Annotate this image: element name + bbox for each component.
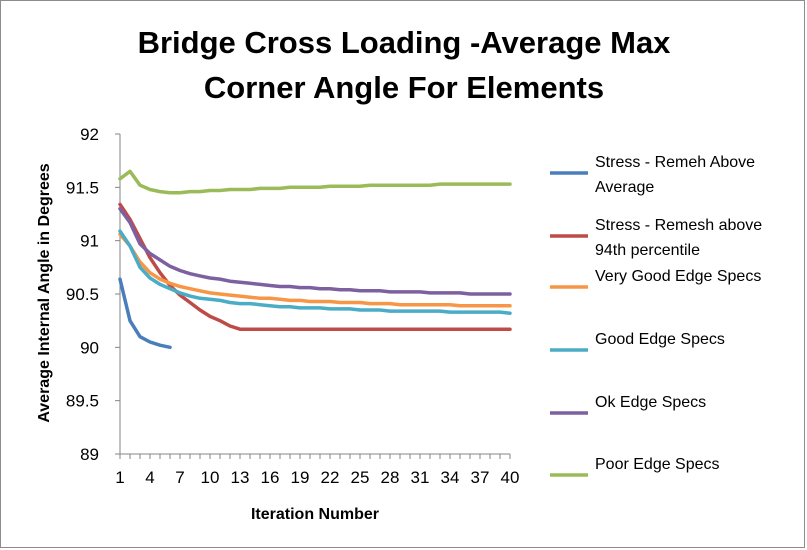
series-line-1	[118, 277, 172, 350]
x-tick-label: 19	[291, 468, 310, 487]
y-tick-label: 92	[80, 125, 99, 144]
x-tick-label: 10	[201, 468, 220, 487]
legend-label-1: Stress - Remeh Above	[595, 154, 755, 171]
x-tick-label: 40	[501, 468, 520, 487]
legend-label-4: Good Edge Specs	[595, 331, 725, 348]
y-tick-label: 91.5	[66, 178, 99, 197]
series-line-5	[118, 206, 512, 296]
y-tick-label: 90.5	[66, 285, 99, 304]
x-tick-label: 4	[145, 468, 154, 487]
series-line-6	[118, 169, 512, 195]
x-tick-label: 7	[175, 468, 184, 487]
chart-title: Bridge Cross Loading -Average Max Corner …	[138, 25, 672, 105]
x-axis: 1 4 7 10 13 16 19 22 25 28 31 34 37 40	[115, 453, 520, 487]
chart-title-line: Corner Angle For Elements	[204, 70, 604, 105]
chart-title-line: Bridge Cross Loading -Average Max	[138, 25, 672, 60]
x-tick-label: 37	[471, 468, 490, 487]
legend-label-2: 94th percentile	[595, 242, 700, 259]
legend-label-2: Stress - Remesh above	[595, 217, 762, 234]
x-tick-label: 28	[381, 468, 400, 487]
legend-label-3: Very Good Edge Specs	[595, 268, 761, 285]
x-tick-label: 16	[261, 468, 280, 487]
legend-label-6: Poor Edge Specs	[595, 456, 720, 473]
y-tick-label: 89.5	[66, 392, 99, 411]
series-line-3	[118, 232, 512, 308]
x-tick-label: 34	[441, 468, 460, 487]
x-axis-title: Iteration Number	[251, 506, 379, 523]
y-tick-label: 91	[80, 232, 99, 251]
series-line-2	[118, 202, 512, 331]
series-line-4	[118, 229, 512, 315]
x-tick-label: 13	[231, 468, 250, 487]
series-lines	[118, 169, 512, 350]
legend-label-1: Average	[595, 179, 654, 196]
x-tick-label: 25	[351, 468, 370, 487]
legend-label-5: Ok Edge Specs	[595, 394, 706, 411]
legend: Stress - Remeh Above Average Stress - Reme…	[550, 154, 762, 477]
x-tick-label: 1	[115, 468, 124, 487]
y-axis: 89 89.5 90 90.5 91 91.5 92	[66, 125, 121, 464]
x-tick-label: 22	[321, 468, 340, 487]
y-axis-title: Average Internal Angle in Degrees	[36, 163, 53, 422]
x-tick-label: 31	[411, 468, 430, 487]
y-tick-label: 90	[80, 338, 99, 357]
y-tick-label: 89	[80, 445, 99, 464]
